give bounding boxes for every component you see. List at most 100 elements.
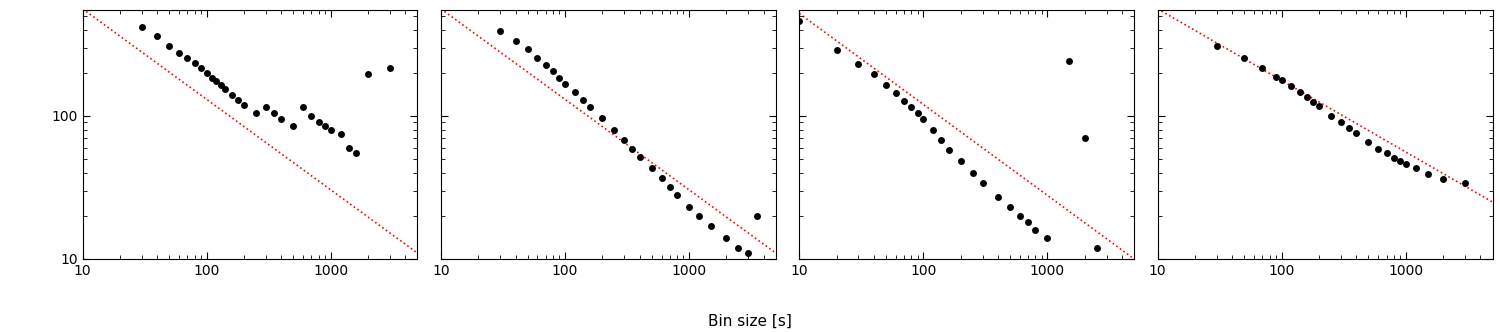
- Point: [612, 137, 636, 142]
- Point: [1204, 43, 1228, 48]
- Point: [158, 43, 182, 48]
- Point: [1394, 161, 1417, 167]
- Point: [344, 150, 368, 156]
- Point: [548, 75, 572, 80]
- Point: [378, 66, 402, 71]
- Point: [1454, 180, 1478, 186]
- Point: [664, 192, 688, 198]
- Point: [892, 98, 916, 103]
- Point: [1294, 94, 1318, 100]
- Point: [562, 89, 586, 94]
- Point: [314, 123, 338, 128]
- Point: [1431, 177, 1455, 182]
- Point: [603, 127, 627, 132]
- Point: [912, 117, 936, 122]
- Point: [129, 24, 153, 29]
- Point: [862, 72, 886, 77]
- Point: [554, 81, 578, 86]
- Point: [200, 75, 223, 80]
- Point: [884, 90, 908, 96]
- Point: [270, 117, 294, 122]
- Point: [356, 72, 380, 77]
- Point: [1023, 227, 1047, 232]
- Point: [1382, 155, 1406, 160]
- Point: [699, 223, 723, 229]
- Point: [516, 46, 540, 51]
- Point: [183, 60, 207, 65]
- Text: Bin size [s]: Bin size [s]: [708, 314, 792, 329]
- Point: [1269, 77, 1293, 83]
- Point: [1404, 166, 1428, 171]
- Point: [1416, 172, 1440, 177]
- Point: [195, 70, 219, 75]
- Point: [254, 105, 278, 110]
- Point: [1264, 74, 1288, 79]
- Point: [1329, 120, 1353, 125]
- Point: [1336, 125, 1360, 131]
- Point: [921, 127, 945, 132]
- Point: [318, 127, 342, 132]
- Point: [736, 250, 760, 256]
- Point: [936, 147, 960, 152]
- Point: [226, 97, 251, 102]
- Point: [970, 180, 994, 186]
- Point: [262, 110, 286, 116]
- Point: [525, 55, 549, 60]
- Point: [1302, 99, 1326, 104]
- Point: [1008, 213, 1032, 218]
- Point: [504, 38, 528, 43]
- Point: [213, 86, 237, 91]
- Point: [338, 145, 362, 150]
- Point: [1251, 66, 1275, 71]
- Point: [788, 18, 812, 24]
- Point: [1318, 113, 1342, 119]
- Point: [1374, 150, 1398, 156]
- Point: [627, 154, 651, 159]
- Point: [542, 69, 566, 74]
- Point: [166, 50, 190, 56]
- Point: [874, 82, 898, 87]
- Point: [591, 116, 615, 121]
- Point: [488, 29, 512, 34]
- Point: [650, 175, 674, 180]
- Point: [687, 213, 711, 218]
- Point: [930, 137, 954, 142]
- Point: [204, 78, 228, 84]
- Point: [189, 66, 213, 71]
- Point: [534, 63, 558, 68]
- Point: [960, 170, 984, 176]
- Point: [846, 61, 870, 67]
- Point: [986, 195, 1010, 200]
- Point: [1016, 220, 1040, 225]
- Point: [948, 159, 972, 164]
- Point: [306, 120, 330, 125]
- Point: [572, 97, 596, 102]
- Point: [1072, 135, 1096, 141]
- Point: [209, 82, 232, 87]
- Point: [176, 55, 200, 60]
- Point: [726, 245, 750, 250]
- Point: [579, 104, 603, 109]
- Point: [300, 113, 324, 119]
- Point: [1306, 103, 1330, 108]
- Point: [291, 105, 315, 110]
- Point: [621, 146, 645, 151]
- Point: [328, 131, 352, 136]
- Point: [1280, 83, 1304, 89]
- Point: [1058, 59, 1082, 64]
- Point: [639, 166, 663, 171]
- Point: [1356, 139, 1380, 144]
- Point: [906, 110, 930, 116]
- Point: [676, 205, 700, 210]
- Point: [1344, 130, 1368, 135]
- Point: [1366, 146, 1390, 151]
- Point: [220, 92, 245, 98]
- Point: [1035, 235, 1059, 241]
- Point: [244, 110, 268, 116]
- Point: [900, 105, 924, 110]
- Point: [1233, 55, 1257, 60]
- Point: [825, 47, 849, 52]
- Point: [998, 205, 1022, 210]
- Point: [744, 213, 768, 218]
- Point: [1288, 89, 1312, 94]
